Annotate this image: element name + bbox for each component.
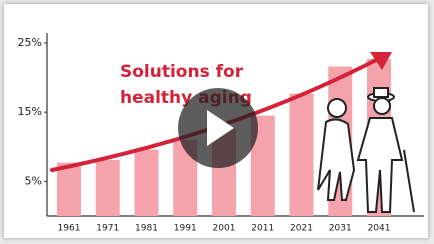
x-tick-label: 2001	[213, 224, 236, 234]
x-tick-label: 2041	[368, 224, 391, 234]
x-tick-label: 2021	[290, 224, 313, 234]
bar	[96, 160, 120, 216]
elderly-couple	[318, 88, 414, 212]
x-tick-label: 1991	[174, 224, 197, 234]
annotation: Solutions for	[120, 62, 244, 82]
y-tick-label: 5%	[25, 174, 42, 187]
bar	[57, 163, 81, 216]
x-tick-label: 2011	[251, 224, 274, 234]
play-button[interactable]	[178, 88, 258, 168]
x-tick-label: 1971	[96, 224, 119, 234]
bar	[290, 94, 314, 216]
x-tick-label: 1961	[58, 224, 81, 234]
y-tick-label: 15%	[18, 105, 42, 118]
y-tick-label: 25%	[18, 36, 42, 49]
page: {"chart_data": {"type": "bar", "annotati…	[0, 0, 434, 244]
bar	[134, 150, 158, 216]
chart: Solutions for healthy aging 5%15%25%1961…	[0, 0, 434, 244]
x-tick-label: 2031	[329, 224, 352, 234]
x-tick-label: 1981	[135, 224, 158, 234]
